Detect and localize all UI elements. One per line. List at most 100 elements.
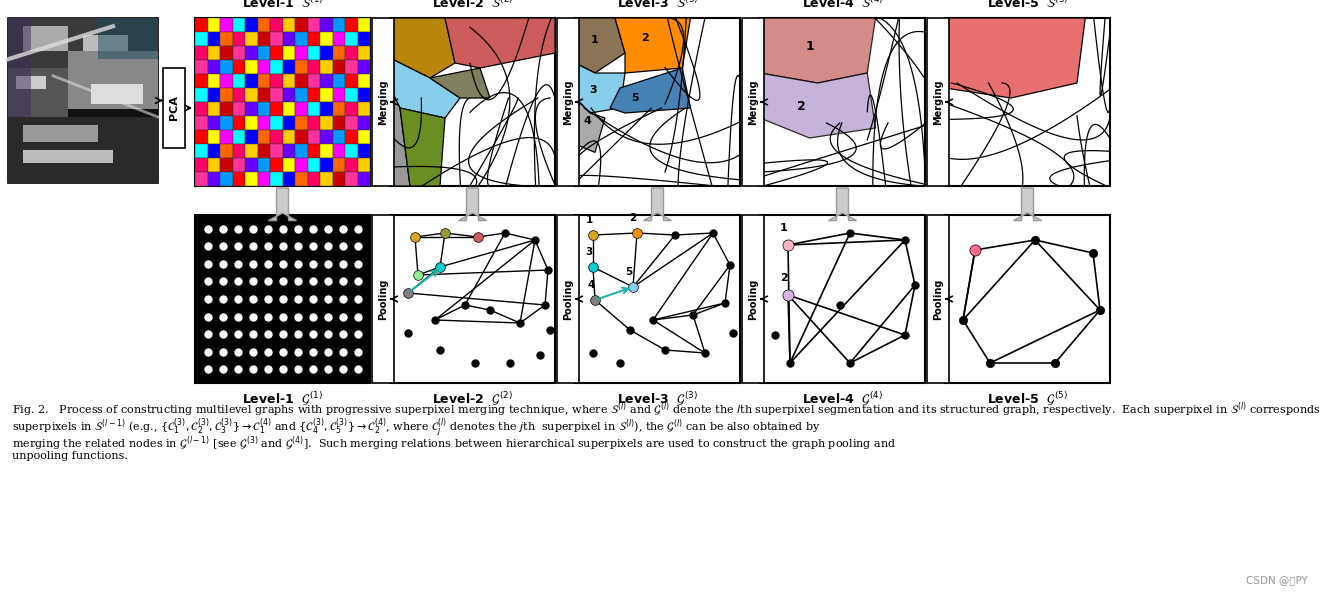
Polygon shape — [390, 58, 460, 118]
Bar — [575, 18, 740, 186]
Bar — [219, 88, 233, 102]
Bar — [345, 74, 357, 88]
Text: merging the related nodes in $\mathcal{G}^{(l-1)}$ [see $\mathcal{G}^{(3)}$ and : merging the related nodes in $\mathcal{G… — [12, 434, 896, 453]
Bar — [283, 32, 295, 46]
Text: Level-4  $\mathcal{G}^{(4)}$: Level-4 $\mathcal{G}^{(4)}$ — [802, 391, 883, 408]
Bar — [270, 144, 283, 158]
Bar — [295, 172, 308, 186]
Bar — [333, 144, 345, 158]
Bar — [245, 32, 258, 46]
Bar — [208, 88, 219, 102]
Bar — [320, 158, 333, 172]
Bar — [295, 130, 308, 144]
Bar — [283, 130, 295, 144]
Bar — [557, 18, 579, 186]
Bar — [320, 74, 333, 88]
Bar — [219, 116, 233, 130]
Bar — [258, 116, 270, 130]
Bar — [283, 18, 295, 32]
Bar — [390, 18, 555, 186]
Bar — [333, 32, 345, 46]
Bar — [308, 116, 320, 130]
Bar — [233, 32, 245, 46]
Bar — [219, 18, 233, 32]
Polygon shape — [575, 63, 625, 113]
Text: Merging: Merging — [378, 79, 387, 125]
Bar — [357, 172, 370, 186]
Bar — [196, 172, 208, 186]
Bar — [557, 215, 579, 383]
Bar — [83, 35, 128, 51]
Bar — [219, 32, 233, 46]
Bar — [345, 102, 357, 116]
Polygon shape — [575, 98, 605, 152]
Bar — [357, 74, 370, 88]
Bar — [357, 102, 370, 116]
Bar — [219, 130, 233, 144]
Bar — [333, 172, 345, 186]
Polygon shape — [829, 188, 857, 220]
Bar — [245, 130, 258, 144]
Bar — [163, 68, 185, 148]
Bar — [283, 60, 295, 74]
Bar — [283, 102, 295, 116]
Bar — [98, 18, 159, 59]
Bar — [320, 102, 333, 116]
Text: Level-3  $\mathcal{S}^{(3)}$: Level-3 $\mathcal{S}^{(3)}$ — [616, 0, 698, 11]
Bar — [208, 32, 219, 46]
Bar — [208, 130, 219, 144]
Bar — [308, 102, 320, 116]
Bar — [345, 46, 357, 60]
Bar — [295, 74, 308, 88]
Bar — [219, 60, 233, 74]
Bar — [258, 102, 270, 116]
Bar — [22, 125, 98, 141]
Bar — [357, 60, 370, 74]
Bar — [357, 144, 370, 158]
Bar — [295, 60, 308, 74]
Bar — [270, 88, 283, 102]
Bar — [270, 74, 283, 88]
Bar — [320, 88, 333, 102]
Bar — [345, 32, 357, 46]
Bar — [270, 158, 283, 172]
Bar — [308, 88, 320, 102]
Bar — [760, 215, 925, 383]
Bar — [295, 18, 308, 32]
Bar — [345, 158, 357, 172]
Bar — [357, 116, 370, 130]
Bar — [208, 102, 219, 116]
Bar — [208, 158, 219, 172]
Bar — [927, 215, 949, 383]
Bar — [345, 88, 357, 102]
Bar — [270, 172, 283, 186]
Polygon shape — [945, 18, 1085, 98]
Bar — [22, 150, 112, 163]
Bar — [16, 76, 45, 89]
Text: PCA: PCA — [169, 96, 178, 121]
Text: 3: 3 — [590, 85, 596, 95]
Bar — [258, 130, 270, 144]
Bar — [90, 84, 143, 104]
Text: Fig. 2.   Process of constructing multilevel graphs with progressive superpixel : Fig. 2. Process of constructing multilev… — [12, 400, 1322, 418]
Text: 2: 2 — [629, 213, 637, 223]
Bar — [245, 46, 258, 60]
Bar — [233, 60, 245, 74]
Bar — [233, 74, 245, 88]
Bar — [575, 215, 740, 383]
Bar — [208, 18, 219, 32]
Bar — [333, 158, 345, 172]
Bar — [270, 32, 283, 46]
Bar — [22, 26, 67, 51]
Bar — [357, 130, 370, 144]
Text: superpixels in $\mathcal{S}^{(l-1)}$ (e.g., $\{\mathcal{C}_1^{(3)}, \mathcal{C}_: superpixels in $\mathcal{S}^{(l-1)}$ (e.… — [12, 417, 821, 441]
Bar — [295, 116, 308, 130]
Bar — [196, 158, 208, 172]
Bar — [67, 51, 159, 109]
Bar — [258, 88, 270, 102]
Bar — [8, 18, 159, 183]
Bar — [219, 46, 233, 60]
Bar — [295, 88, 308, 102]
Bar — [308, 74, 320, 88]
Bar — [308, 32, 320, 46]
